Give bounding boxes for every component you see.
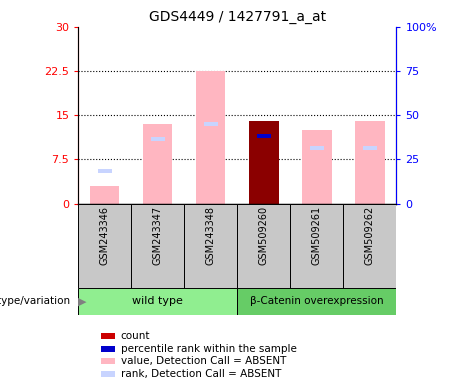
Bar (257, 134, 271, 138)
Bar (78, 288, 237, 315)
Bar (78, 204, 131, 288)
Bar (101, 346, 115, 352)
Bar (302, 130, 331, 204)
Title: GDS4449 / 1427791_a_at: GDS4449 / 1427791_a_at (149, 10, 326, 25)
Bar (249, 121, 278, 204)
Bar (237, 288, 396, 315)
Text: GSM243348: GSM243348 (206, 206, 216, 265)
Bar (204, 122, 218, 126)
Text: percentile rank within the sample: percentile rank within the sample (121, 344, 296, 354)
Text: GSM509261: GSM509261 (312, 206, 322, 265)
Bar (237, 204, 290, 288)
Bar (196, 71, 225, 204)
Bar (98, 169, 112, 173)
Bar (290, 204, 343, 288)
Bar (184, 204, 237, 288)
Text: GSM243346: GSM243346 (100, 206, 110, 265)
Bar (131, 204, 184, 288)
Text: wild type: wild type (132, 296, 183, 306)
Text: ▶: ▶ (78, 296, 86, 306)
Bar (363, 146, 377, 150)
Bar (101, 333, 115, 339)
Text: GSM243347: GSM243347 (153, 206, 163, 265)
Text: count: count (121, 331, 150, 341)
Bar (143, 124, 172, 204)
Text: rank, Detection Call = ABSENT: rank, Detection Call = ABSENT (121, 369, 281, 379)
Text: genotype/variation: genotype/variation (0, 296, 74, 306)
Text: value, Detection Call = ABSENT: value, Detection Call = ABSENT (121, 356, 286, 366)
Text: GSM509262: GSM509262 (365, 206, 375, 265)
Bar (101, 371, 115, 377)
Bar (343, 204, 396, 288)
Text: GSM509260: GSM509260 (259, 206, 269, 265)
Bar (355, 121, 384, 204)
Bar (310, 146, 324, 150)
Bar (101, 358, 115, 364)
Bar (151, 137, 165, 141)
Text: β-Catenin overexpression: β-Catenin overexpression (250, 296, 384, 306)
Bar (90, 186, 119, 204)
